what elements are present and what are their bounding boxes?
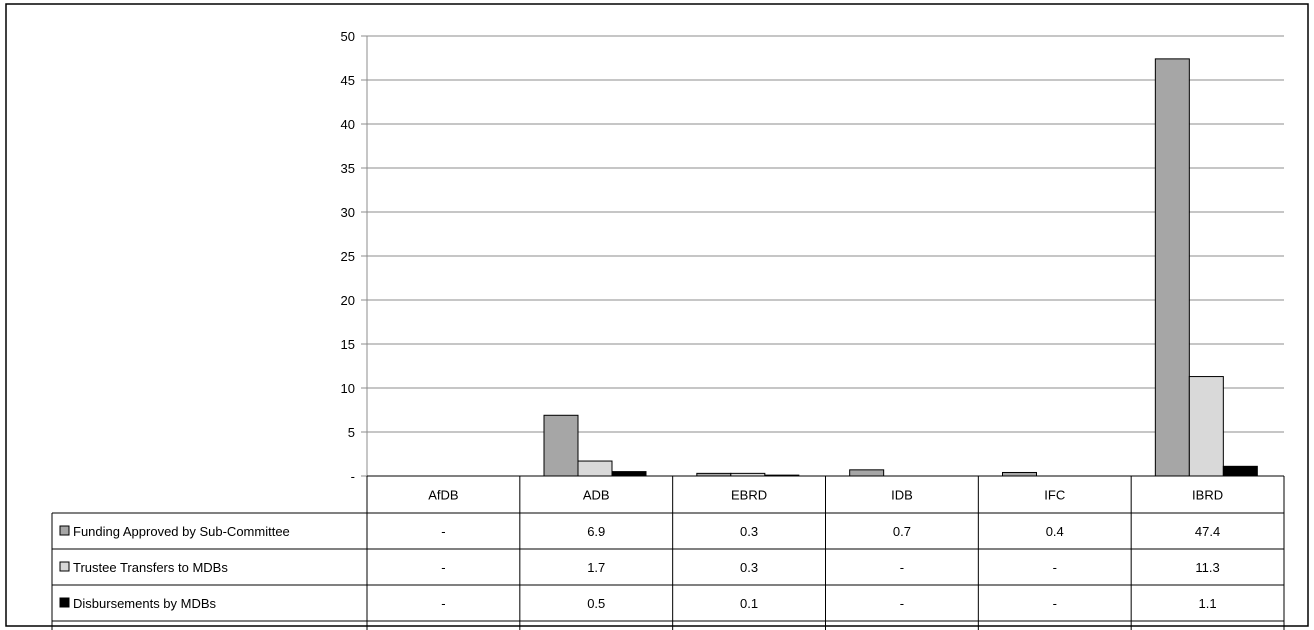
data-label: - [441, 524, 445, 539]
data-label: 0.3 [740, 560, 758, 575]
legend-key [59, 525, 70, 536]
category-label: EBRD [731, 488, 767, 503]
bar-adb-series-2 [577, 460, 613, 477]
data-label: - [1053, 560, 1057, 575]
data-label: - [1053, 596, 1057, 611]
y-tick-label: 10 [341, 381, 355, 396]
data-table: AfDB ADB EBRD IDB IFC IBRD Funding Approved by… [51, 475, 1285, 630]
y-tick-label: - [351, 469, 355, 484]
data-label: - [900, 560, 904, 575]
category-label: ADB [583, 488, 610, 503]
y-tick-label: 5 [348, 425, 355, 440]
data-label: - [441, 596, 445, 611]
category-label: IBRD [1192, 488, 1223, 503]
y-tick-label: 25 [341, 249, 355, 264]
data-label: 6.9 [587, 524, 605, 539]
data-label: 11.3 [1195, 560, 1219, 575]
y-tick-label: 45 [341, 73, 355, 88]
y-tick-label: 20 [341, 293, 355, 308]
bar-ibrd-series-3 [1222, 465, 1258, 477]
bar-idb-series-1 [849, 469, 885, 477]
y-tick-label: 50 [341, 29, 355, 44]
data-label: 0.1 [740, 596, 758, 611]
data-label: 0.4 [1046, 524, 1064, 539]
series-name: Trustee Transfers to MDBs [73, 560, 228, 575]
chart-frame [5, 3, 1309, 627]
data-label: - [441, 560, 445, 575]
data-label: 47.4 [1195, 524, 1220, 539]
category-label: AfDB [428, 488, 458, 503]
series-name: Disbursements by MDBs [73, 596, 217, 611]
data-label: 0.3 [740, 524, 758, 539]
y-tick-label: 15 [341, 337, 355, 352]
category-label: IFC [1044, 488, 1065, 503]
bars [543, 58, 1258, 477]
bar-ibrd-series-2 [1188, 376, 1224, 477]
y-tick-label: 40 [341, 117, 355, 132]
y-tick-label: 35 [341, 161, 355, 176]
data-label: 0.5 [587, 596, 605, 611]
legend-key [59, 561, 70, 572]
data-label: 1.1 [1199, 596, 1217, 611]
bar-ibrd-series-1 [1154, 58, 1190, 477]
y-axis: - 5 10 15 20 25 30 35 40 45 50 [341, 29, 368, 484]
bar-ifc-series-1 [1002, 471, 1037, 477]
gridlines [367, 35, 1284, 433]
category-label: IDB [891, 488, 913, 503]
bar-adb-series-1 [543, 414, 579, 477]
y-tick-label: 30 [341, 205, 355, 220]
data-label: - [900, 596, 904, 611]
data-label: 0.7 [893, 524, 911, 539]
series-name: Funding Approved by Sub-Committee [73, 524, 290, 539]
bar-adb-series-3 [611, 471, 647, 477]
data-label: 1.7 [587, 560, 605, 575]
legend-key [59, 597, 70, 608]
